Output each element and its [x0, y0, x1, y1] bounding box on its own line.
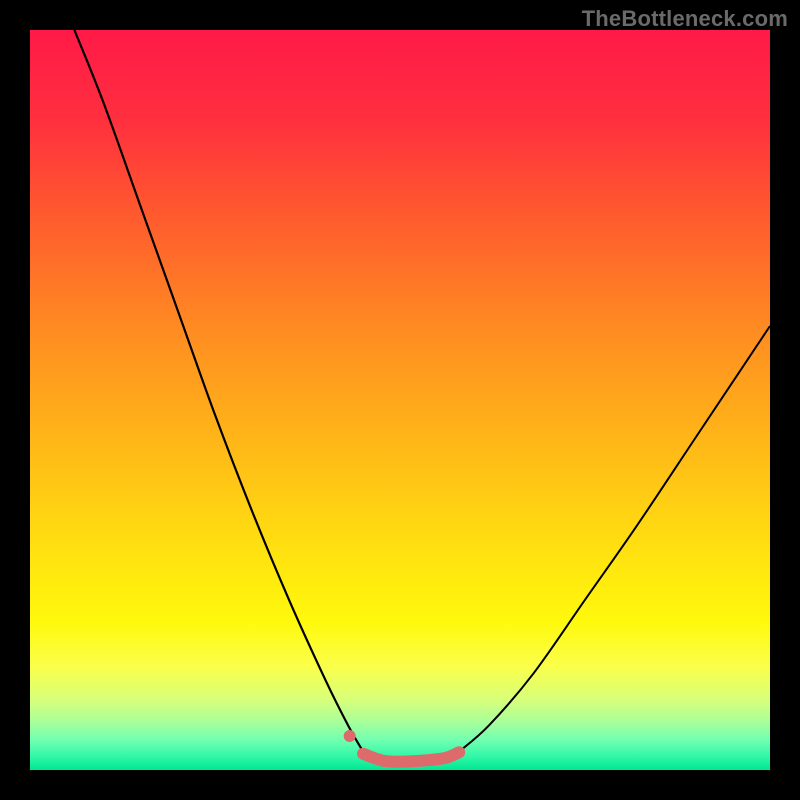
bottom-highlight-dot — [344, 730, 356, 742]
chart-svg — [30, 30, 770, 770]
plot-area — [30, 30, 770, 770]
watermark-text: TheBottleneck.com — [582, 6, 788, 32]
chart-background — [30, 30, 770, 770]
outer-frame: TheBottleneck.com — [0, 0, 800, 800]
